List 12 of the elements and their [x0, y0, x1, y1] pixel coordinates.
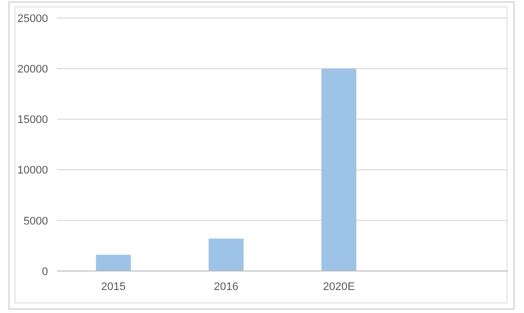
x-tick-label: 2016: [214, 281, 238, 293]
y-tick-label: 0: [42, 266, 48, 278]
y-tick-label: 15000: [17, 114, 48, 126]
y-tick-label: 10000: [17, 164, 48, 177]
bar: [321, 68, 356, 271]
y-tick-label: 5000: [24, 215, 48, 228]
x-tick-label: 2020E: [322, 281, 355, 293]
y-tick-label: 25000: [17, 12, 48, 25]
bar: [208, 238, 244, 271]
bar: [96, 254, 131, 271]
x-tick-label: 2015: [101, 281, 126, 293]
y-tick-label: 20000: [17, 63, 48, 76]
